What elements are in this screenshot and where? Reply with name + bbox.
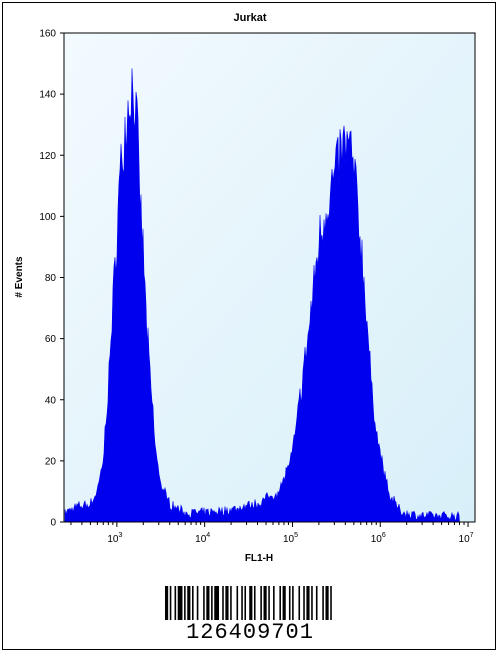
barcode-bar — [263, 586, 267, 620]
y-tick-label: 0 — [50, 518, 56, 529]
barcode-bar — [330, 586, 332, 620]
y-tick-label: 60 — [45, 334, 57, 345]
barcode-bar — [241, 586, 243, 620]
barcode-bar — [306, 586, 310, 620]
barcode-bar — [292, 586, 294, 620]
barcode-bar — [298, 586, 301, 620]
y-tick-label: 80 — [45, 273, 57, 284]
histogram-area — [64, 68, 460, 523]
y-tick-label: 160 — [39, 29, 56, 40]
barcode-bar — [249, 586, 253, 620]
chart-title: Jurkat — [233, 12, 266, 24]
x-tick-label: 106 — [371, 532, 386, 545]
barcode-bar — [187, 586, 191, 620]
y-tick-label: 40 — [45, 395, 57, 406]
chart-canvas: 0 20 40 60 80 100 120 140 160 103 104 105 106 107 Ju… — [14, 12, 476, 564]
barcode-bar — [253, 586, 256, 620]
barcode-bar — [206, 586, 210, 620]
barcode-bar — [184, 586, 186, 620]
barcode-bar — [174, 586, 177, 620]
x-tick-label: 104 — [195, 532, 210, 545]
barcode-bar — [268, 586, 270, 620]
barcode-bar — [203, 586, 205, 620]
y-axis: 0 20 40 60 80 100 120 140 160 — [39, 29, 64, 529]
barcode-number: 126409701 — [186, 620, 314, 645]
barcode-bar — [322, 586, 324, 620]
barcode-bar — [165, 586, 169, 620]
y-tick-label: 100 — [39, 212, 56, 223]
barcode-bar — [260, 586, 262, 620]
barcode-bar — [315, 586, 318, 620]
barcode-bar — [196, 586, 199, 620]
barcode-bar — [230, 586, 232, 620]
x-axis-label: FL1-H — [245, 553, 273, 564]
x-tick-label: 107 — [459, 532, 474, 545]
histogram-chart: 0 20 40 60 80 100 120 140 160 103 104 105 106 107 Ju… — [14, 12, 476, 564]
barcode-bar — [236, 586, 239, 620]
barcode-bar — [192, 586, 194, 620]
barcode-bar — [273, 586, 275, 620]
barcode-bar — [225, 586, 229, 620]
y-tick-label: 140 — [39, 90, 56, 101]
barcode-bar — [288, 586, 291, 620]
barcode-bar — [303, 586, 305, 620]
barcode-bar — [211, 586, 213, 620]
y-axis-label: # Events — [14, 256, 25, 298]
barcode-bar — [282, 586, 286, 620]
x-tick-label: 103 — [107, 532, 122, 545]
barcode-bar — [214, 586, 220, 620]
barcode-bars — [165, 586, 332, 620]
barcode-bar — [177, 586, 183, 620]
barcode-bar — [325, 586, 329, 620]
y-tick-label: 20 — [45, 456, 57, 467]
barcode-bar — [169, 586, 172, 620]
x-axis: 103 104 105 106 107 — [70, 522, 474, 545]
barcode-bar — [279, 586, 281, 620]
barcode: 126409701 — [160, 586, 340, 646]
x-tick-label: 105 — [283, 532, 298, 545]
y-tick-label: 120 — [39, 151, 56, 162]
barcode-bar — [222, 586, 224, 620]
barcode-bar — [244, 586, 247, 620]
barcode-bar — [311, 586, 313, 620]
